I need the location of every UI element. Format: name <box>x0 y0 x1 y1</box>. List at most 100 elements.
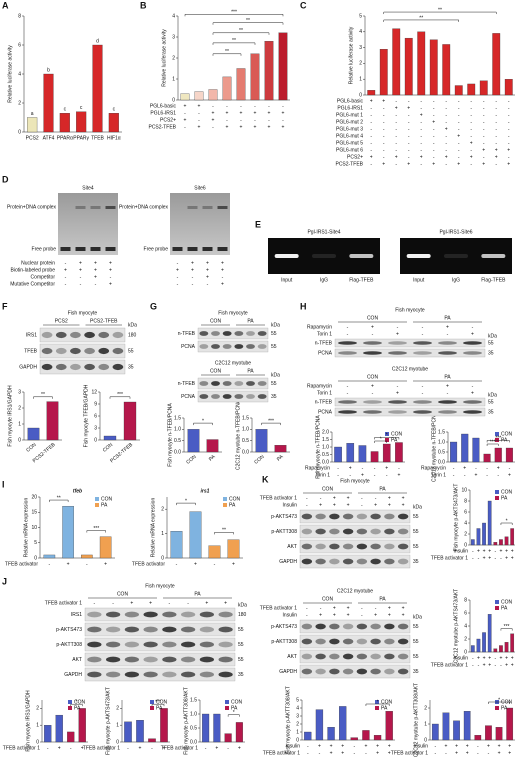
condition-label: Nuclear protein <box>21 260 55 266</box>
condition-sign: - <box>408 119 410 125</box>
blot-band <box>388 400 407 404</box>
condition-sign: - <box>434 750 436 756</box>
blot-band <box>246 331 255 336</box>
gel-band <box>312 254 336 258</box>
condition-sign: - <box>472 383 474 389</box>
condition-sign: + <box>388 743 391 749</box>
y-tick-label: 1.0 <box>322 444 329 450</box>
blot-band <box>384 513 395 520</box>
condition-sign: - <box>361 502 363 508</box>
condition-label: PCS2-TFEB <box>335 161 363 167</box>
condition-sign: + <box>371 324 374 330</box>
bar <box>417 31 426 96</box>
kda-label: kDa <box>238 602 247 608</box>
condition-label: PGL6-basic <box>150 103 177 109</box>
significance-label: ** <box>222 528 226 534</box>
blot-strip <box>299 634 411 649</box>
blot-band <box>124 671 139 678</box>
condition-sign: + <box>395 154 398 160</box>
condition-sign: + <box>58 745 61 751</box>
condition-sign: - <box>395 112 397 118</box>
blot-band <box>370 558 381 565</box>
gel-band <box>217 247 228 251</box>
y-axis-title: Fish myocyte IRS1/GAPDH <box>25 690 31 752</box>
bar <box>108 113 119 133</box>
condition-sign: + <box>176 267 179 273</box>
blot-band <box>338 400 357 404</box>
y-tick-label: 4 <box>464 520 467 526</box>
gel-band <box>274 254 299 258</box>
condition-label: Insulin <box>454 548 469 554</box>
condition-sign: - <box>495 161 497 167</box>
row-label: p-AKTT308 <box>271 529 297 535</box>
blot-band <box>438 351 457 355</box>
bar <box>44 725 52 743</box>
blot-band <box>397 638 409 645</box>
y-tick-label: 1.5 <box>242 415 249 421</box>
condition-label: TFEB activator 1 <box>3 745 40 751</box>
bar <box>362 730 370 741</box>
gel-band <box>217 206 228 209</box>
x-tick-label: CON <box>25 442 38 454</box>
gel-band <box>202 247 213 251</box>
kda-value: 55 <box>271 344 277 350</box>
condition-sign: + <box>374 612 377 618</box>
condition-sign: - <box>408 147 410 153</box>
condition-sign: - <box>306 502 308 508</box>
condition-sign: - <box>65 260 67 266</box>
legend-label: PA <box>381 705 388 711</box>
condition-sign: - <box>397 383 399 389</box>
condition-sign: + <box>198 103 201 109</box>
row-label: n-TFEB <box>315 340 333 346</box>
condition-sign: - <box>477 743 479 749</box>
blot-band <box>315 513 326 520</box>
y-tick-label: 1.5 <box>174 415 181 421</box>
condition-sign: - <box>422 324 424 330</box>
condition-sign: - <box>470 112 472 118</box>
condition-sign: - <box>268 103 270 109</box>
blot-band <box>342 558 354 565</box>
gel-title: Pgl-IRS1-Site6 <box>439 229 472 235</box>
panel-label: A <box>2 0 9 10</box>
blot-band <box>84 363 95 371</box>
condition-sign: - <box>337 465 339 471</box>
condition-label: Rapamycin <box>307 383 332 389</box>
kda-value: 55 <box>413 624 419 630</box>
condition-sign: - <box>447 390 449 396</box>
y-tick-label: 1 <box>116 723 119 729</box>
blot-band <box>315 623 326 630</box>
condition-sign: - <box>395 140 397 146</box>
condition-sign: + <box>385 465 388 471</box>
condition-sign: - <box>470 161 472 167</box>
condition-sign: - <box>495 126 497 132</box>
condition-sign: - <box>470 133 472 139</box>
blot-band <box>342 528 354 535</box>
y-tick-label: 20 <box>31 494 37 500</box>
condition-sign: - <box>472 324 474 330</box>
y-tick-label: 4 <box>18 71 21 77</box>
condition-sign: + <box>349 465 352 471</box>
gel-band <box>105 206 116 209</box>
condition-sign: + <box>483 662 486 668</box>
condition-sign: - <box>472 655 474 661</box>
condition-sign: - <box>395 133 397 139</box>
condition-sign: + <box>64 267 67 273</box>
blot-band <box>246 381 255 386</box>
condition-sign: - <box>227 745 229 751</box>
condition-sign: + <box>94 260 97 266</box>
legend-label: PA <box>156 705 163 711</box>
bar <box>454 85 463 96</box>
bar <box>170 531 183 559</box>
condition-sign: + <box>463 465 466 471</box>
condition-sign: + <box>109 260 112 266</box>
condition-label: Rapamycin <box>305 465 330 471</box>
significance-label: *** <box>268 418 274 424</box>
condition-label: PGL6-basic <box>337 98 364 104</box>
condition-sign: - <box>268 117 270 123</box>
condition-sign: - <box>395 126 397 132</box>
condition-sign: - <box>370 147 372 153</box>
y-axis-title: Fish myocyte n-TFEB/PCNA <box>167 403 173 467</box>
condition-sign: - <box>445 750 447 756</box>
condition-sign: - <box>483 112 485 118</box>
condition-sign: + <box>67 561 70 567</box>
